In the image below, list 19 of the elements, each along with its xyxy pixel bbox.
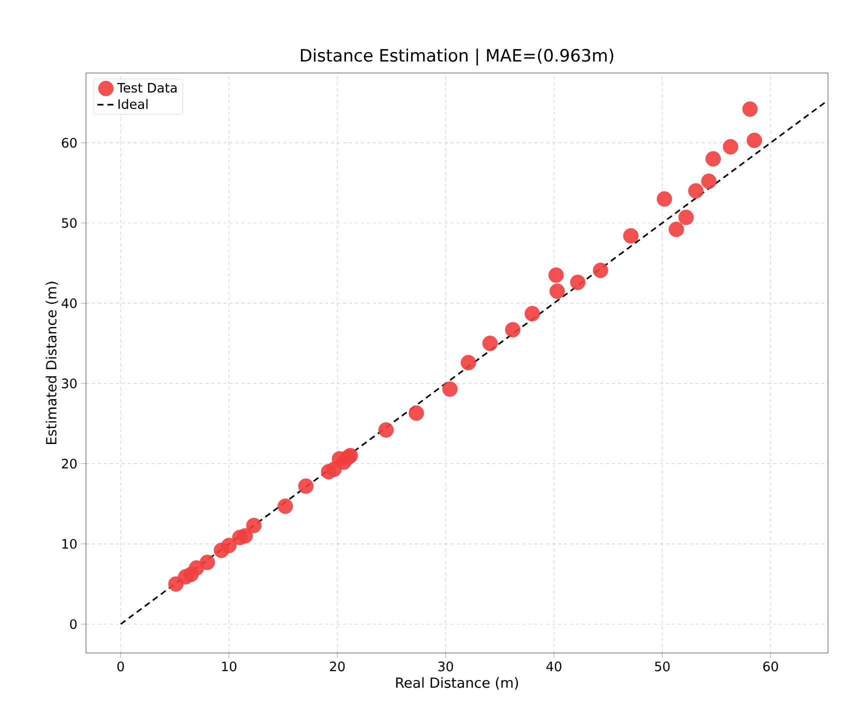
chart-title: Distance Estimation | MAE=(0.963m)	[300, 48, 614, 66]
x-tick-label: 50	[655, 662, 670, 672]
y-tick-label: 50	[62, 218, 77, 228]
y-tick-label: 40	[62, 298, 77, 308]
x-axis-title: Real Distance (m)	[396, 677, 518, 690]
y-axis-title: Estimated Distance (m)	[46, 282, 58, 444]
x-tick-label: 40	[546, 662, 562, 672]
y-tick-label: 10	[62, 539, 77, 549]
x-tick-label: 30	[438, 662, 454, 672]
y-tick-label: 0	[70, 619, 77, 630]
x-tick-label: 0	[117, 662, 124, 672]
x-tick-label: 10	[222, 662, 236, 672]
x-tick-label: 60	[763, 662, 778, 672]
y-tick-label: 30	[62, 378, 77, 388]
legend-label: Ideal	[118, 98, 148, 109]
y-tick-label: 20	[62, 458, 77, 469]
x-tick-label: 20	[330, 662, 345, 672]
legend-label: Test Data	[117, 83, 177, 93]
y-tick-label: 60	[62, 138, 77, 148]
